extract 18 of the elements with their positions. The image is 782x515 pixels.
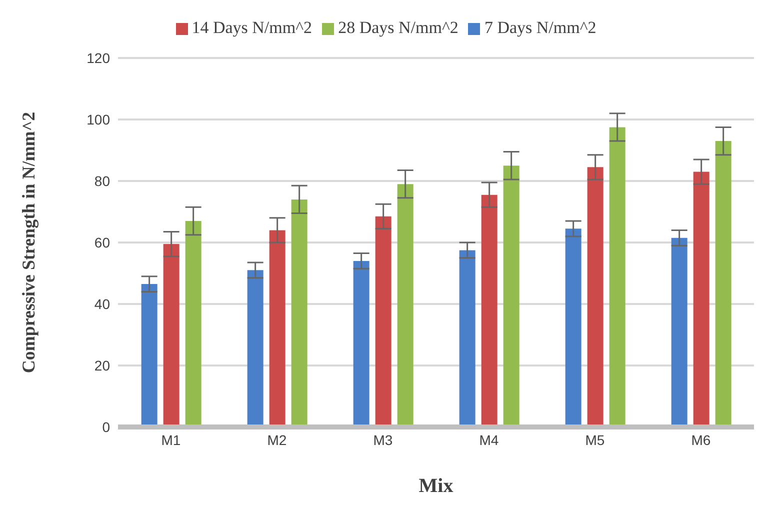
x-tick-label: M3 [373,432,393,448]
y-tick-label: 120 [86,50,110,66]
x-tick-label: M4 [479,432,499,448]
y-tick-label: 60 [94,234,110,250]
x-tick-label: M2 [267,432,287,448]
legend-label: 7 Days N/mm^2 [484,18,596,37]
x-tick-label: M5 [585,432,605,448]
y-tick-label: 0 [102,418,110,435]
y-tick-label: 20 [94,357,110,374]
x-axis-title: Mix [418,475,454,497]
legend-label: 28 Days N/mm^2 [338,18,458,37]
y-tick-label: 100 [86,111,110,128]
legend-label: 14 Days N/mm^2 [192,18,312,37]
y-tick-label: 40 [94,296,110,312]
y-axis-title: Compressive Strength in N/mm^2 [18,112,38,374]
x-tick-label: M6 [691,432,711,448]
x-tick-label: M1 [161,432,181,448]
y-tick-label: 80 [94,172,110,189]
